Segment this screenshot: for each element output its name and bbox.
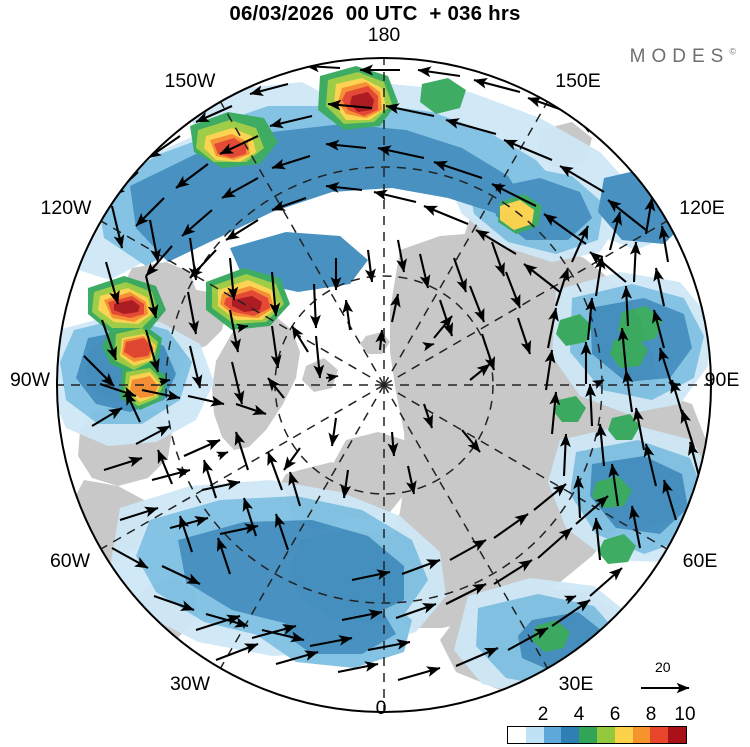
colorbar-tick-10: 10 <box>674 704 696 725</box>
lon-label-60w: 60W <box>49 550 91 572</box>
wind-vectors-weak <box>158 323 681 605</box>
colorbar-band-0 <box>508 727 526 743</box>
colorbar-tick-6: 6 <box>609 704 621 725</box>
modes-logo: MODES© <box>630 46 736 68</box>
map-content <box>57 58 711 712</box>
colorbar-band-6 <box>614 727 633 743</box>
lon-label-120e: 120E <box>679 197 725 219</box>
globe-outline <box>56 57 712 713</box>
lon-label-30e: 30E <box>558 673 594 695</box>
lon-label-0: 0 <box>375 697 387 719</box>
colorbar <box>507 726 687 744</box>
colorbar-band-9 <box>668 727 686 743</box>
lon-label-150e: 150E <box>555 70 601 92</box>
lon-label-30w: 30W <box>169 673 211 695</box>
colorbar-tick-4: 4 <box>573 704 585 725</box>
colorbar-band-2 <box>543 727 562 743</box>
colorbar-tick-8: 8 <box>645 704 657 725</box>
colorbar-band-4 <box>579 727 597 743</box>
brand-text: MODES <box>629 46 730 67</box>
copyright-icon: © <box>729 46 736 57</box>
colorbar-band-7 <box>632 727 651 743</box>
lon-label-90e: 90E <box>704 369 740 391</box>
lon-label-60e: 60E <box>682 550 718 572</box>
lon-label-120w: 120W <box>40 197 92 219</box>
colorbar-tick-2: 2 <box>537 704 549 725</box>
colorbar-band-3 <box>561 727 580 743</box>
page-title: 06/03/2026 00 UTC + 036 hrs <box>229 2 521 25</box>
lon-label-150w: 150W <box>164 70 216 92</box>
colorbar-band-1 <box>525 727 544 743</box>
colorbar-band-5 <box>596 727 615 743</box>
wind-vectors <box>83 61 702 682</box>
colorbar-band-8 <box>650 727 669 743</box>
lon-label-90w: 90W <box>9 369 51 391</box>
lon-label-180: 180 <box>367 24 401 46</box>
reference-vector-label: 20 <box>655 659 671 675</box>
